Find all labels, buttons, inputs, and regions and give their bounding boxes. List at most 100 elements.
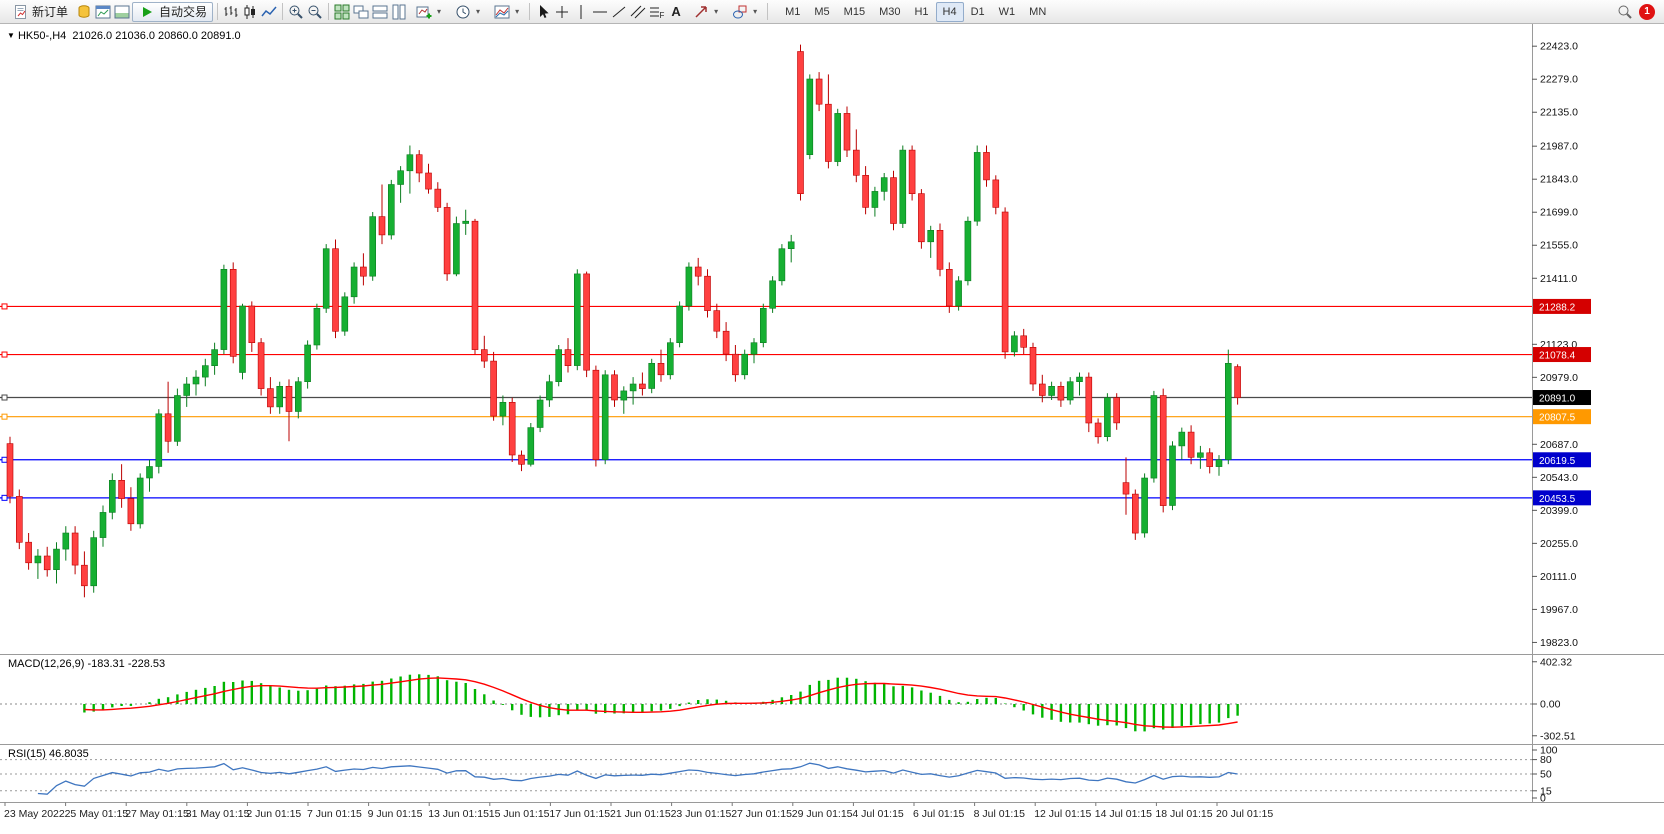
auto-trading-play-icon	[138, 2, 156, 22]
candle	[34, 549, 42, 579]
price-hline[interactable]	[0, 351, 1532, 358]
timeframe-h4[interactable]: H4	[935, 1, 964, 22]
channel-tool-icon[interactable]	[629, 2, 647, 22]
tile-windows-icon[interactable]	[333, 2, 351, 22]
timeframe-w1[interactable]: W1	[998, 5, 1016, 18]
templates-dropdown[interactable]: ▾	[487, 2, 525, 22]
candle	[1225, 349, 1232, 465]
candle	[257, 338, 265, 396]
candle	[471, 218, 479, 355]
timeframe-mn[interactable]: MN	[1029, 5, 1047, 18]
candle	[294, 377, 302, 419]
svg-text:20891.0: 20891.0	[1539, 394, 1576, 405]
price-tick-label: 20255.0	[1540, 538, 1578, 550]
candle	[1039, 374, 1046, 403]
candle	[601, 370, 609, 465]
timeframe-m15[interactable]: M15	[843, 5, 866, 18]
vertical-line-tool-icon[interactable]	[572, 2, 590, 22]
timeframe-m1[interactable]: M1	[785, 5, 801, 18]
crosshair-icon[interactable]	[553, 2, 571, 22]
candle	[462, 209, 470, 235]
candle	[573, 269, 581, 371]
charts-window-icon[interactable]	[94, 2, 112, 22]
arrows-tool-dropdown[interactable]: ▾	[686, 2, 724, 22]
candle	[90, 530, 97, 593]
candle	[341, 292, 349, 336]
notification-badge[interactable]: 1	[1639, 3, 1655, 20]
zoom-out-icon[interactable]	[306, 2, 324, 22]
candle	[685, 262, 693, 311]
cursor-icon[interactable]	[534, 2, 552, 22]
new-order-button[interactable]: 新订单	[5, 2, 74, 22]
candle	[313, 303, 321, 350]
shapes-tool-dropdown[interactable]: ▾	[725, 2, 763, 22]
new-chart-dropdown[interactable]: ▾	[409, 2, 447, 22]
toolbar-separator	[328, 3, 330, 20]
trendline-tool-icon[interactable]	[610, 2, 628, 22]
candle	[1057, 381, 1065, 407]
price-hline[interactable]	[0, 394, 1532, 401]
line-chart-mode-icon[interactable]	[260, 2, 278, 22]
periods-dropdown[interactable]: ▾	[448, 2, 486, 22]
price-tick-label: 22279.0	[1540, 74, 1578, 86]
tile-vertical-icon[interactable]	[390, 2, 408, 22]
candle	[387, 179, 395, 240]
time-label: 14 Jul 01:15	[1095, 808, 1152, 820]
macd-tick-label: -302.51	[1540, 730, 1576, 742]
candle	[369, 212, 377, 281]
fibonacci-tool-icon[interactable]: F	[648, 2, 666, 22]
timeframe-d1[interactable]: D1	[970, 5, 985, 18]
candle	[109, 473, 116, 520]
time-label: 20 Jul 01:15	[1216, 808, 1273, 820]
time-label: 18 Jul 01:15	[1155, 808, 1212, 820]
price-tick-label: 21843.0	[1540, 174, 1578, 186]
timeframe-h1[interactable]: H1	[914, 5, 929, 18]
price-hline[interactable]	[0, 413, 1532, 420]
candle	[25, 533, 32, 570]
price-hline[interactable]	[0, 303, 1532, 310]
candle	[136, 473, 144, 529]
terminal-icon[interactable]	[113, 2, 131, 22]
rsi-line	[37, 762, 1238, 795]
price-tick-label: 20543.0	[1540, 472, 1578, 484]
candle	[787, 234, 795, 263]
price-hline[interactable]	[0, 494, 1532, 501]
candle	[862, 166, 869, 215]
candle	[1076, 372, 1083, 396]
timeframe-m30[interactable]: M30	[879, 5, 901, 18]
time-label: 27 Jun 01:15	[731, 808, 792, 820]
candle	[1234, 364, 1241, 405]
market-watch-icon[interactable]	[75, 2, 93, 22]
candle	[453, 216, 460, 277]
price-hline[interactable]	[0, 456, 1532, 463]
search-icon[interactable]	[1616, 2, 1634, 22]
candle	[118, 464, 125, 508]
cascade-windows-icon[interactable]	[352, 2, 370, 22]
tile-horizontal-icon[interactable]	[371, 2, 389, 22]
chart-canvas[interactable]: 22423.0 22279.0 22135.0 21987.0 21843.0 21699…	[0, 24, 1664, 834]
rsi-tick-label: 100	[1540, 745, 1558, 757]
candle	[555, 345, 563, 387]
zoom-in-icon[interactable]	[287, 2, 305, 22]
candle	[81, 551, 88, 598]
candle	[797, 44, 804, 201]
candle	[1094, 418, 1102, 444]
timeframe-m5[interactable]: M5	[814, 5, 830, 18]
candle	[397, 166, 404, 203]
candles-layer	[6, 44, 1241, 598]
bar-chart-mode-icon[interactable]	[222, 2, 240, 22]
line-anchor	[1, 351, 8, 358]
macd-tick-label: 402.32	[1540, 656, 1572, 668]
svg-text:20807.5: 20807.5	[1539, 413, 1576, 424]
candle	[769, 276, 776, 313]
line-anchor	[1, 456, 8, 463]
text-tool-icon[interactable]: A	[667, 2, 685, 22]
candlestick-mode-icon[interactable]	[241, 2, 259, 22]
candle	[890, 170, 897, 231]
auto-trading-button[interactable]: 自动交易	[132, 1, 214, 22]
price-tick-label: 20687.0	[1540, 439, 1578, 451]
caret-down-icon: ▾	[515, 6, 520, 16]
candle	[378, 184, 386, 245]
horizontal-line-tool-icon[interactable]	[591, 2, 609, 22]
price-tick-label: 22423.0	[1540, 41, 1578, 53]
